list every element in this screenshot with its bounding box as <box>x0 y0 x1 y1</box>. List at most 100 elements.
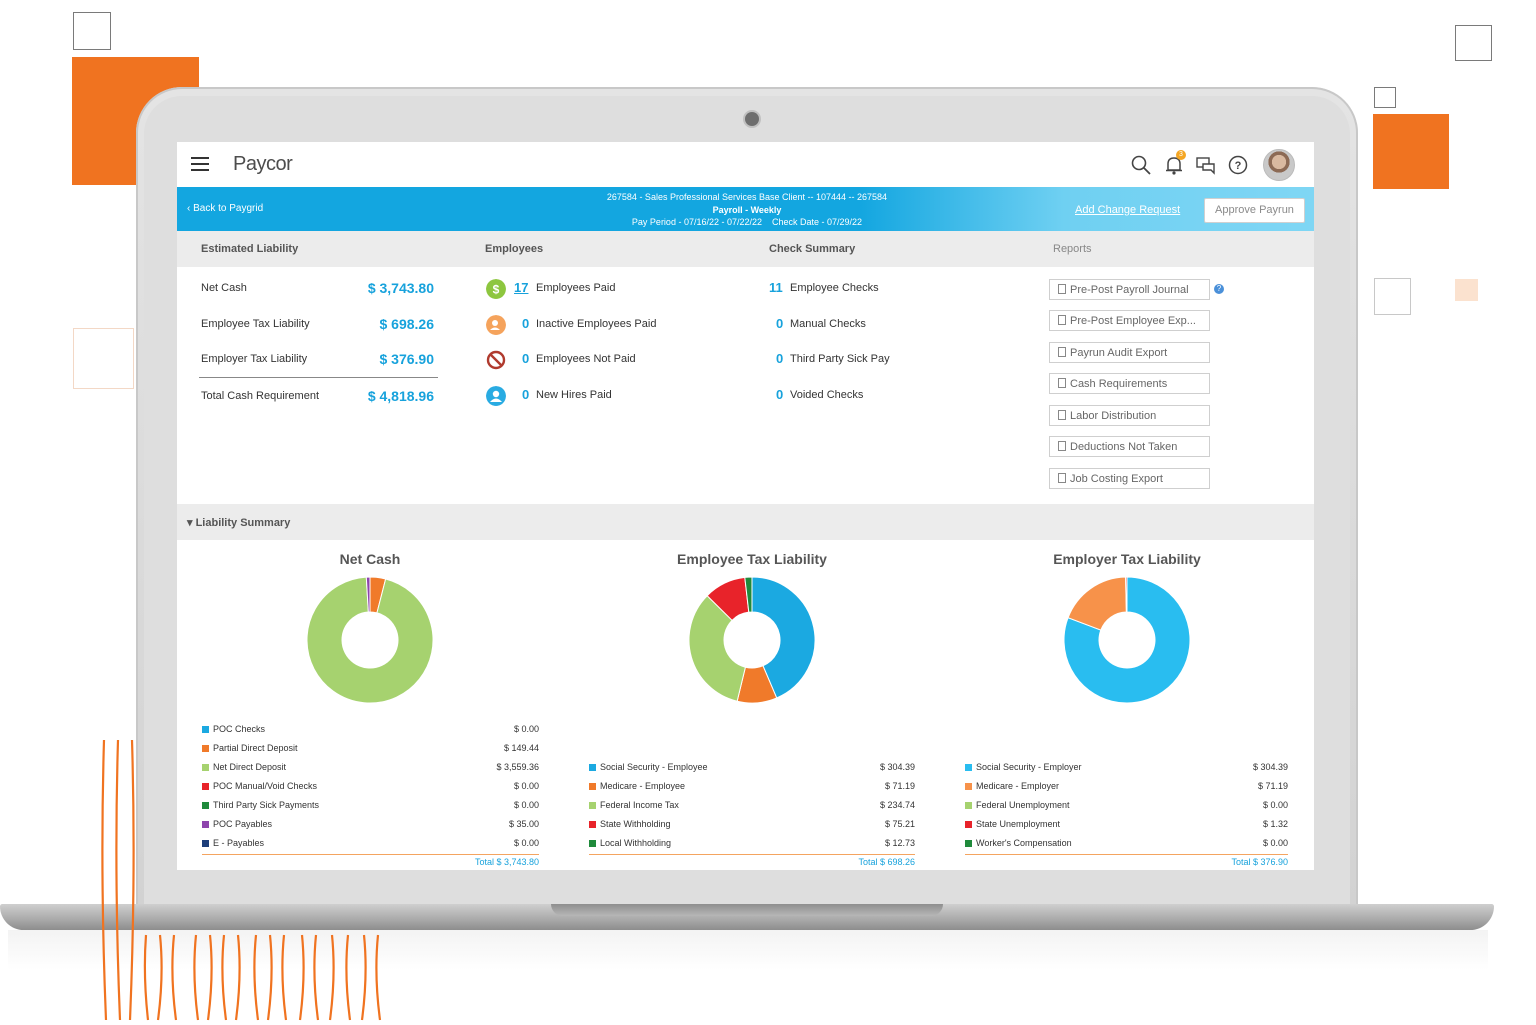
add-change-request-link[interactable]: Add Change Request <box>1075 204 1181 216</box>
top-nav-bar: Paycor 3 ? <box>177 142 1314 188</box>
reports-header: Reports <box>1053 243 1092 255</box>
legend-swatch <box>202 764 209 771</box>
legend-value: $ 1.32 <box>1262 819 1288 829</box>
legend-row: Federal Unemployment $ 0.00 <box>965 799 1288 818</box>
legend-label: Net Direct Deposit <box>213 762 287 772</box>
report-pre-post-employee-export[interactable]: Pre-Post Employee Exp... <box>1049 310 1210 331</box>
legend-label: Worker's Compensation <box>976 838 1072 848</box>
employees-paid-label: Employees Paid <box>536 282 616 294</box>
slice-net-direct-deposit[interactable] <box>306 576 434 704</box>
report-job-costing-export[interactable]: Job Costing Export <box>1049 468 1210 489</box>
payrun-info: 267584 - Sales Professional Services Bas… <box>557 191 937 229</box>
document-icon <box>1058 284 1066 294</box>
liability-summary-toggle[interactable]: ▾ Liability Summary <box>177 504 1314 540</box>
legend-value: $ 0.00 <box>513 781 539 791</box>
legend-label: E - Payables <box>213 838 265 848</box>
employer-tax-donut-chart <box>1063 576 1191 704</box>
approve-payrun-button[interactable]: Approve Payrun <box>1204 198 1305 223</box>
slice-social-security-employer[interactable] <box>1063 576 1191 704</box>
legend-value: $ 304.39 <box>879 762 915 772</box>
estimated-liability-header: Estimated Liability <box>201 243 299 255</box>
legend-row: Net Direct Deposit $ 3,559.36 <box>202 761 539 780</box>
legend-swatch <box>589 802 596 809</box>
back-label: Back to Paygrid <box>193 203 264 214</box>
legend-label: POC Manual/Void Checks <box>213 781 318 791</box>
paycor-logo: Paycor <box>233 153 293 175</box>
employees-header: Employees <box>485 243 544 255</box>
legend-swatch <box>202 802 209 809</box>
legend-value: $ 71.19 <box>884 781 915 791</box>
chat-icon[interactable] <box>1195 154 1217 176</box>
not-paid-count: 0 <box>522 351 530 366</box>
legend-value: $ 234.74 <box>879 800 915 810</box>
report-label: Deductions Not Taken <box>1070 441 1178 453</box>
employee-checks-label: Employee Checks <box>790 282 879 294</box>
slice-state-unemployment[interactable] <box>1125 576 1128 613</box>
legend-row: Social Security - Employer $ 304.39 <box>965 761 1288 780</box>
legend-row: Partial Direct Deposit $ 149.44 <box>202 742 539 761</box>
payroll-line: Payroll - Weekly <box>712 204 782 215</box>
legend-value: $ 0.00 <box>1262 800 1288 810</box>
voided-checks-count: 0 <box>776 387 784 402</box>
help-icon[interactable]: ? <box>1227 154 1249 176</box>
employees-paid-count[interactable]: 17 <box>514 280 529 295</box>
client-line: 267584 - Sales Professional Services Bas… <box>606 192 888 202</box>
user-avatar[interactable] <box>1263 149 1295 181</box>
legend-row: Third Party Sick Payments $ 0.00 <box>202 799 539 818</box>
employee-tax-legend: Social Security - Employee $ 304.39 Medica… <box>589 761 915 867</box>
slice-federal-income-tax[interactable] <box>688 595 747 702</box>
notification-badge: 3 <box>1176 150 1186 160</box>
report-label: Cash Requirements <box>1070 378 1168 390</box>
inactive-paid-count: 0 <box>522 316 530 331</box>
report-label: Pre-Post Employee Exp... <box>1070 315 1196 327</box>
legend-label: Local Withholding <box>600 838 672 848</box>
employer-tax-chart-title: Employer Tax Liability <box>1053 551 1201 567</box>
net-cash-donut-chart <box>306 576 434 704</box>
legend-value: $ 75.21 <box>884 819 915 829</box>
net-cash-label: Net Cash <box>201 282 247 294</box>
legend-row: POC Payables $ 35.00 <box>202 818 539 837</box>
legend-value: $ 0.00 <box>513 838 539 848</box>
slice-local-withholding[interactable] <box>744 576 753 613</box>
report-labor-distribution[interactable]: Labor Distribution <box>1049 405 1210 426</box>
decor-orange-block <box>1373 114 1449 189</box>
hamburger-menu-icon[interactable] <box>191 157 209 171</box>
dollar-icon: $ <box>486 279 506 299</box>
search-icon[interactable] <box>1130 154 1152 176</box>
legend-row: State Withholding $ 75.21 <box>589 818 915 837</box>
bell-icon[interactable] <box>1163 154 1185 176</box>
inactive-user-icon <box>486 315 506 335</box>
info-icon[interactable]: ? <box>1214 284 1224 294</box>
legend-divider <box>202 854 539 855</box>
back-to-paygrid-link[interactable]: ‹ Back to Paygrid <box>187 203 264 214</box>
third-party-sick-label: Third Party Sick Pay <box>790 353 890 365</box>
new-hires-label: New Hires Paid <box>536 389 612 401</box>
legend-label: Social Security - Employer <box>976 762 1082 772</box>
legend-value: $ 12.73 <box>884 838 915 848</box>
legend-label: Federal Income Tax <box>600 800 679 810</box>
net-cash-legend: POC Checks $ 0.00 Partial Direct Deposit $ … <box>202 723 539 867</box>
legend-total: Total $ 376.90 <box>1231 857 1288 867</box>
legend-swatch <box>965 840 972 847</box>
legend-row: Local Withholding $ 12.73 <box>589 837 915 856</box>
employee-tax-chart-title: Employee Tax Liability <box>677 551 827 567</box>
report-payrun-audit-export[interactable]: Payrun Audit Export <box>1049 342 1210 363</box>
report-deductions-not-taken[interactable]: Deductions Not Taken <box>1049 436 1210 457</box>
legend-swatch <box>965 802 972 809</box>
legend-swatch <box>589 783 596 790</box>
slice-social-security-employee[interactable] <box>751 576 816 699</box>
svg-text:$: $ <box>493 283 500 297</box>
report-pre-post-payroll-journal[interactable]: Pre-Post Payroll Journal <box>1049 279 1210 300</box>
decor-orange-strokes <box>101 739 382 1021</box>
decor-square <box>1455 25 1492 61</box>
payrun-header-bar: ‹ Back to Paygrid 267584 - Sales Profess… <box>177 187 1314 231</box>
legend-row: POC Manual/Void Checks $ 0.00 <box>202 780 539 799</box>
decor-peach-square <box>1455 279 1478 301</box>
legend-value: $ 71.19 <box>1257 781 1288 791</box>
legend-swatch <box>202 840 209 847</box>
legend-swatch <box>202 726 209 733</box>
document-icon <box>1058 410 1066 420</box>
slice-poc-payables[interactable] <box>365 576 371 613</box>
legend-value: $ 0.00 <box>1262 838 1288 848</box>
report-cash-requirements[interactable]: Cash Requirements <box>1049 373 1210 394</box>
